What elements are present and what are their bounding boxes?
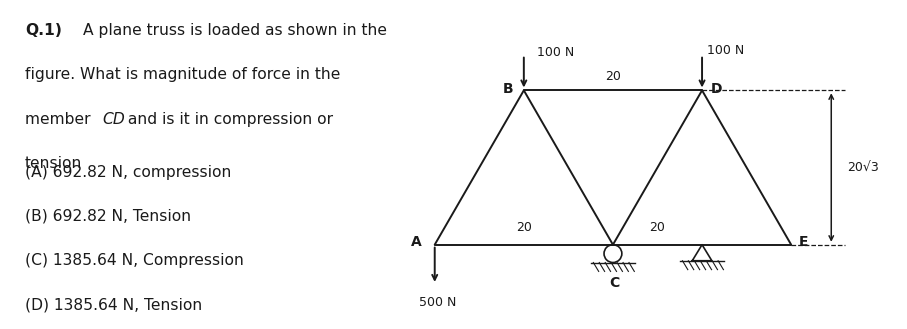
Text: 20: 20	[649, 221, 666, 234]
Text: C: C	[610, 276, 619, 290]
Text: (B) 692.82 N, Tension: (B) 692.82 N, Tension	[25, 209, 191, 224]
Text: Q.1): Q.1)	[25, 23, 62, 38]
Text: B: B	[502, 82, 513, 96]
Text: 20: 20	[605, 70, 621, 83]
Text: (A) 692.82 N, compression: (A) 692.82 N, compression	[25, 164, 231, 180]
Text: A plane truss is loaded as shown in the: A plane truss is loaded as shown in the	[83, 23, 387, 38]
Text: D: D	[711, 82, 723, 96]
Text: CD: CD	[102, 112, 125, 127]
Text: A: A	[411, 235, 422, 249]
Text: member: member	[25, 112, 95, 127]
Text: 500 N: 500 N	[419, 296, 456, 309]
Text: and is it in compression or: and is it in compression or	[123, 112, 333, 127]
Text: figure. What is magnitude of force in the: figure. What is magnitude of force in th…	[25, 67, 340, 83]
Text: 100 N: 100 N	[707, 44, 744, 57]
Text: (D) 1385.64 N, Tension: (D) 1385.64 N, Tension	[25, 298, 202, 313]
Text: 20√3: 20√3	[847, 161, 879, 174]
Text: 20: 20	[516, 221, 532, 234]
Text: tension: tension	[25, 156, 83, 171]
Text: E: E	[798, 235, 808, 249]
Text: (C) 1385.64 N, Compression: (C) 1385.64 N, Compression	[25, 253, 244, 268]
Text: 100 N: 100 N	[537, 46, 574, 60]
